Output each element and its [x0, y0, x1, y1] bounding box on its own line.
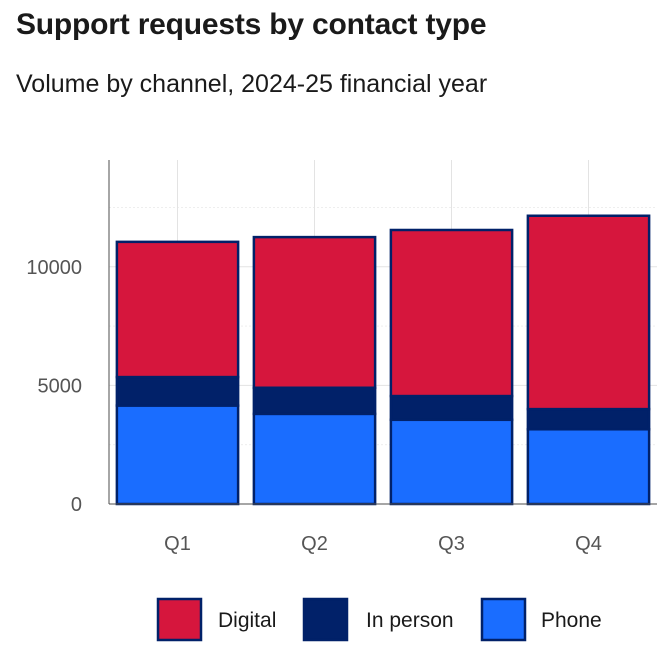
bars-layer	[115, 214, 651, 506]
bar-q3-phone	[389, 418, 514, 506]
bar-q4-digital	[526, 214, 651, 411]
bar-q3-digital	[389, 228, 514, 398]
legend-label-phone: Phone	[541, 609, 602, 632]
bar-q3-in-person	[389, 394, 514, 422]
legend-key-phone	[480, 597, 527, 642]
bar-q1-in-person	[115, 375, 240, 407]
x-tick-label: Q2	[301, 533, 328, 555]
y-tick-label: 0	[71, 494, 82, 516]
y-tick-label: 10000	[26, 257, 82, 279]
y-tick-label: 5000	[38, 375, 83, 397]
legend-label-digital: Digital	[218, 609, 276, 632]
legend-label-in-person: In person	[366, 609, 454, 632]
legend-key-in-person	[302, 597, 349, 642]
legend-key-digital	[156, 597, 203, 642]
chart-subtitle: Volume by channel, 2024-25 financial yea…	[16, 70, 488, 98]
bar-q2-digital	[252, 235, 377, 390]
chart-title: Support requests by contact type	[16, 8, 487, 41]
bar-q1-digital	[115, 240, 240, 379]
bar-q2-in-person	[252, 386, 377, 416]
x-tick-label: Q3	[438, 533, 465, 555]
bar-q2-phone	[252, 412, 377, 506]
bar-q4-phone	[526, 428, 651, 506]
x-tick-label: Q1	[164, 533, 191, 555]
bar-q1-phone	[115, 404, 240, 506]
bar-q4-in-person	[526, 407, 651, 431]
axes-layer: 0 5000 10000 Q1 Q2 Q3 Q4	[26, 160, 657, 555]
x-tick-label: Q4	[575, 533, 602, 555]
legend-layer: Digital In person Phone	[156, 597, 602, 642]
